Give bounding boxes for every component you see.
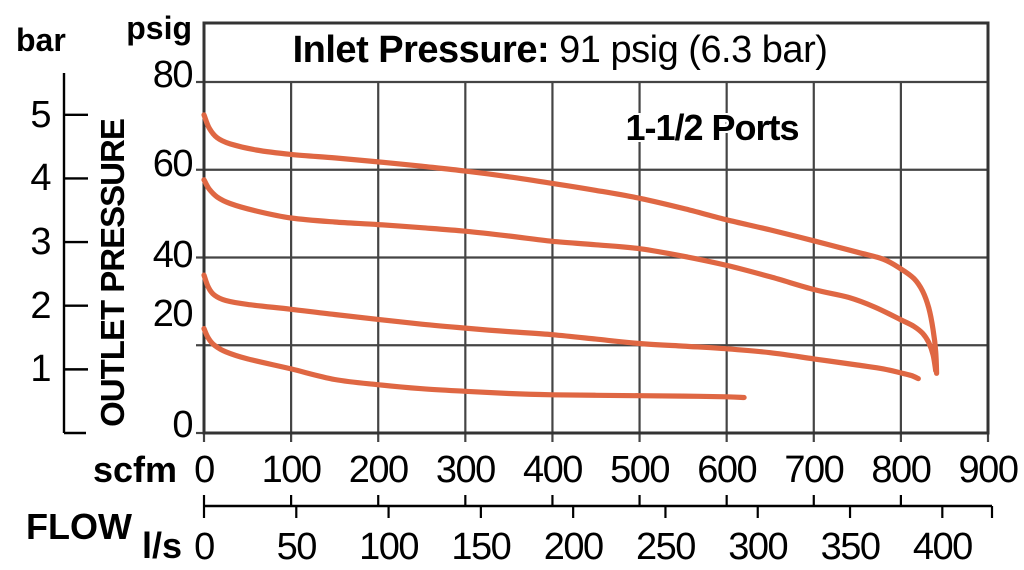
plot-frame xyxy=(202,21,990,435)
scfm-tick-label: 0 xyxy=(194,449,215,491)
ls-unit-label: l/s xyxy=(141,525,182,566)
chart-title-label: Inlet Pressure: xyxy=(292,29,550,71)
flow-curve-setting-24-psig xyxy=(201,326,747,401)
scfm-tick-label: 200 xyxy=(348,449,409,491)
scfm-unit-label: scfm xyxy=(92,449,177,490)
ls-tick-label: 150 xyxy=(451,526,511,568)
bar-tick-label: 4 xyxy=(30,157,51,200)
flow-curve-setting-72.5-psig xyxy=(201,112,940,376)
flow-curve-setting-36-psig xyxy=(201,272,921,382)
psig-tick-label: 60 xyxy=(152,143,194,185)
psig-unit-label: psig xyxy=(126,10,192,46)
bar-unit-label: bar xyxy=(16,22,66,58)
bar-tick-label: 2 xyxy=(30,284,51,327)
bar-tick-label: 3 xyxy=(30,221,51,264)
scfm-tick-label: 600 xyxy=(697,449,757,491)
psig-tick-label: 20 xyxy=(152,293,194,335)
psig-tick-label: 40 xyxy=(152,234,194,276)
ls-tick-label: 100 xyxy=(359,526,419,568)
scfm-tick-label: 100 xyxy=(261,449,322,491)
scfm-tick-label: 900 xyxy=(958,449,1019,491)
ls-tick-label: 300 xyxy=(728,526,788,568)
ls-tick-label: 200 xyxy=(543,526,604,568)
ls-tick-label: 250 xyxy=(635,526,696,568)
ls-tick-label: 0 xyxy=(194,526,215,568)
ports-annotation: 1-1/2 Ports xyxy=(625,107,799,148)
scfm-tick-label: 700 xyxy=(784,449,844,491)
ls-tick-label: 400 xyxy=(912,526,973,568)
chart-title: Inlet Pressure: 91 psig (6.3 bar) xyxy=(204,31,916,69)
ls-tick-label: 50 xyxy=(276,526,318,568)
psig-tick-label: 0 xyxy=(172,404,193,446)
scfm-tick-label: 500 xyxy=(610,449,670,491)
ls-tick-label: 350 xyxy=(820,526,881,568)
scfm-tick-label: 800 xyxy=(871,449,931,491)
scfm-tick-label: 300 xyxy=(435,449,496,491)
bar-tick-label: 5 xyxy=(30,93,51,136)
psig-tick-label: 80 xyxy=(152,54,194,96)
bar-tick-label: 1 xyxy=(30,348,51,391)
chart-title-value: 91 psig (6.3 bar) xyxy=(559,29,828,71)
x-axis-title: FLOW xyxy=(26,506,132,547)
scfm-tick-label: 400 xyxy=(522,449,583,491)
flow-curve-setting-58-psig xyxy=(201,177,939,374)
